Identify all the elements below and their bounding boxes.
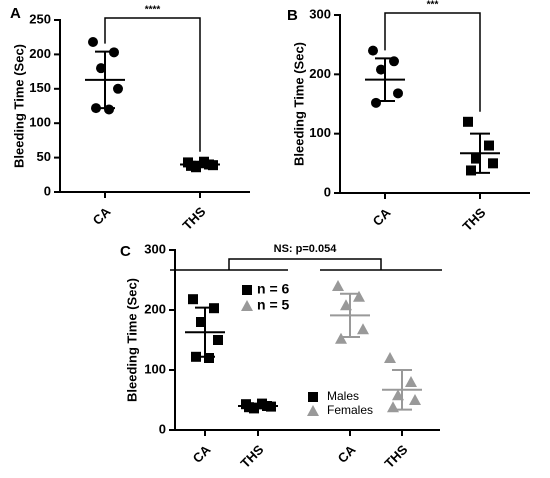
significance-label: **** [145,5,161,16]
data-point [368,45,378,56]
data-point [332,280,344,291]
data-point [257,398,267,409]
y-tick-label: 150 [29,80,51,95]
y-tick-label: 300 [144,241,166,256]
significance-label: NS: p=0.054 [274,243,338,255]
data-point [204,353,214,363]
data-point [389,56,399,67]
x-tick-label: THS [460,205,489,234]
legend-icon [308,392,318,402]
data-point [104,104,114,115]
y-tick-label: 100 [29,115,51,130]
data-point [208,160,218,171]
annotation: n = 5 [257,297,290,313]
x-tick-label: CA [190,442,214,466]
legend-icon [307,405,319,416]
data-point [196,317,206,327]
x-tick-label: THS [180,204,209,233]
data-point [353,290,365,302]
data-point [244,402,254,413]
x-tick-label: CA [335,442,359,466]
y-tick-label: 100 [309,125,331,140]
data-point [471,153,481,164]
data-point [335,332,347,344]
y-tick-label: 200 [144,301,166,316]
data-point [191,351,201,362]
data-point [371,97,381,108]
y-axis-label: Bleeding Time (Sec) [11,44,26,168]
significance-label: *** [427,0,439,11]
data-point [466,165,476,176]
data-point [393,88,403,99]
y-tick-label: 200 [29,46,51,61]
y-axis-label: Bleeding Time (Sec) [124,278,139,402]
panel-letter: A [10,5,21,22]
y-tick-label: 0 [324,184,331,199]
data-point [488,158,498,169]
legend-label: Females [327,403,373,417]
y-tick-label: 300 [309,6,331,21]
data-point [91,103,101,114]
data-point [188,294,198,305]
data-point [88,37,98,48]
y-tick-label: 0 [44,183,51,198]
y-axis-label: Bleeding Time (Sec) [291,42,306,166]
data-point [405,376,417,387]
data-point [109,47,119,58]
data-point [463,116,473,127]
y-tick-label: 50 [37,149,51,164]
data-point [357,323,369,335]
data-point [199,156,209,167]
x-tick-label: THS [238,442,267,471]
data-point [113,83,123,94]
y-tick-label: 250 [29,11,51,26]
legend-icon [241,300,253,311]
legend-icon [242,285,252,295]
data-point [409,394,421,405]
y-tick-label: 200 [309,66,331,81]
significance-bracket [228,258,382,270]
significance-bracket [104,17,201,152]
data-point [209,303,219,314]
data-point [384,352,396,363]
data-point [484,140,494,151]
annotation: n = 6 [257,281,290,297]
panel-letter: B [287,7,298,24]
data-point [213,335,223,345]
data-point [392,389,404,401]
data-point [387,401,399,413]
y-tick-label: 100 [144,361,166,376]
panel-letter: C [120,243,131,260]
data-point [266,401,276,412]
x-tick-label: CA [90,204,114,228]
significance-bracket [384,12,481,112]
data-point [96,63,106,74]
y-tick-label: 0 [159,421,166,436]
x-tick-label: CA [370,205,394,229]
legend-label: Males [327,389,359,403]
data-point [340,299,352,311]
data-point [186,160,196,171]
data-point [376,64,386,75]
x-tick-label: THS [382,442,411,471]
